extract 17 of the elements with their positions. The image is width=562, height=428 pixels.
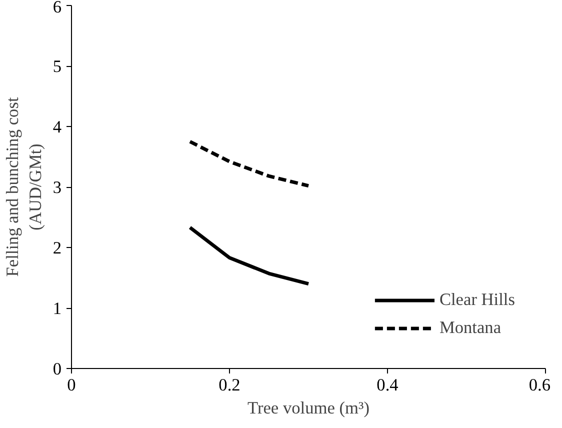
x-tick-label: 0.4 <box>376 376 399 394</box>
y-tick-label: 1 <box>52 299 62 318</box>
x-tick-label: 0 <box>67 376 76 394</box>
y-tick-label: 2 <box>52 238 62 258</box>
y-tick-label: 4 <box>52 118 62 136</box>
y-tick-label: 5 <box>52 57 62 76</box>
y-tick-label: 3 <box>52 178 62 197</box>
legend-label: Montana <box>439 318 502 338</box>
y-tick-label: 0 <box>52 360 62 378</box>
x-tick-label: 0.6 <box>528 376 551 394</box>
line-series <box>188 226 310 286</box>
line-series <box>188 140 310 188</box>
legend-label: Clear Hills <box>439 290 515 310</box>
x-tick-label: 0.2 <box>218 376 240 394</box>
y-axis-title: Felling and bunching cost (AUD/GMt) <box>3 97 45 277</box>
y-tick-label: 6 <box>52 0 62 16</box>
x-axis-title: Tree volume (m³) <box>248 398 370 418</box>
